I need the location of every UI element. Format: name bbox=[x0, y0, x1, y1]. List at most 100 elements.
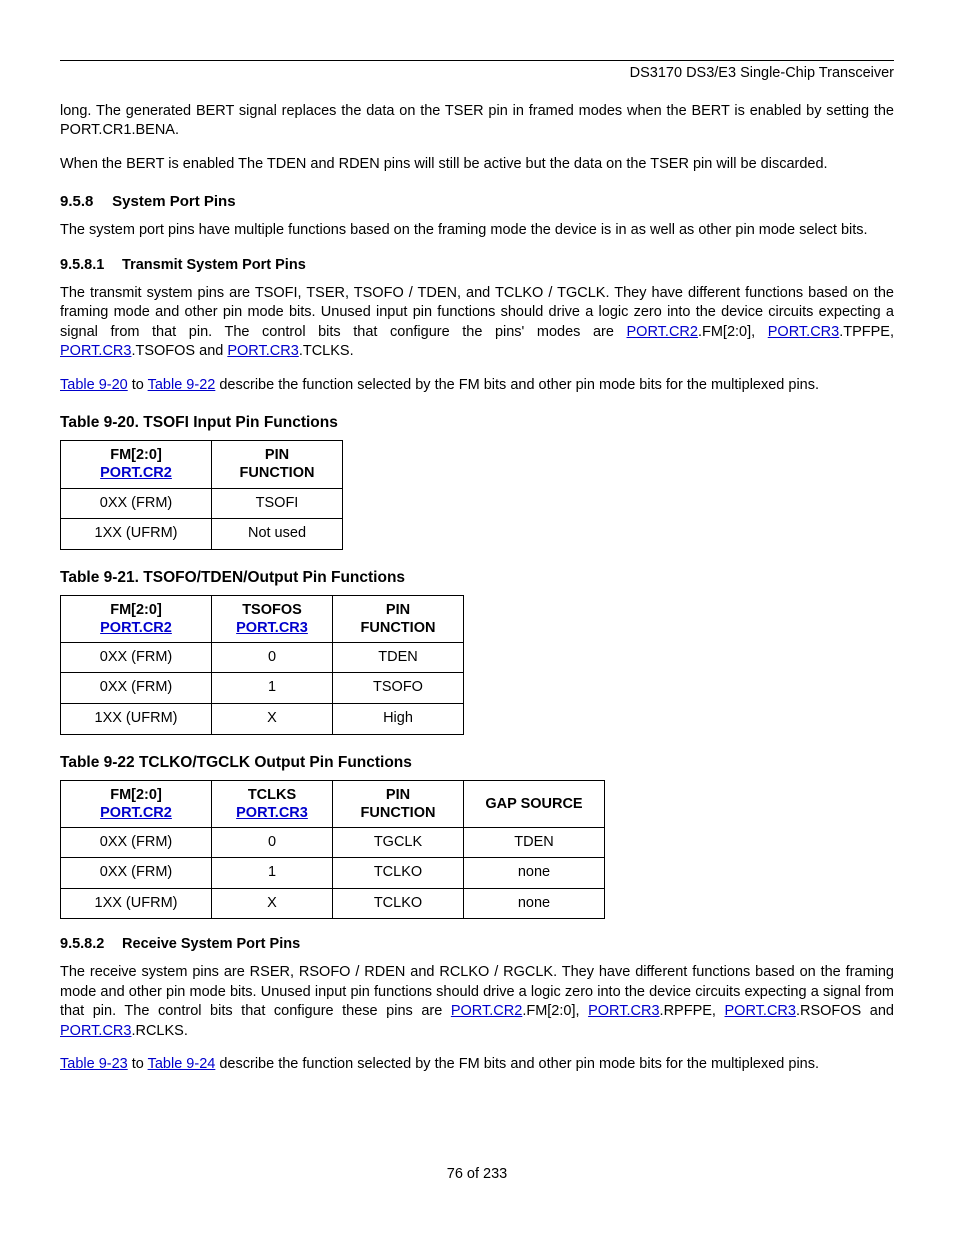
text: to bbox=[128, 377, 148, 393]
heading-number: 9.5.8.2 bbox=[60, 935, 118, 955]
text: .FM[2:0], bbox=[522, 1003, 588, 1019]
cell: 0 bbox=[212, 642, 333, 673]
th-text: FM[2:0] bbox=[110, 787, 162, 803]
text: .TSOFOS and bbox=[131, 343, 227, 359]
cell: none bbox=[464, 888, 605, 919]
cell: 0XX (FRM) bbox=[61, 673, 212, 704]
cell: TCLKO bbox=[333, 888, 464, 919]
link-table-9-24[interactable]: Table 9-24 bbox=[148, 1056, 216, 1072]
th-text: FM[2:0] bbox=[110, 602, 162, 618]
link-port-cr3[interactable]: PORT.CR3 bbox=[588, 1003, 659, 1019]
link-port-cr3[interactable]: PORT.CR3 bbox=[60, 1023, 131, 1039]
th-fm: FM[2:0] PORT.CR2 bbox=[61, 595, 212, 642]
link-table-9-20[interactable]: Table 9-20 bbox=[60, 377, 128, 393]
intro-p1: long. The generated BERT signal replaces… bbox=[60, 102, 894, 141]
sec9582-p1: The receive system pins are RSER, RSOFO … bbox=[60, 963, 894, 1041]
th-tsofos: TSOFOS PORT.CR3 bbox=[212, 595, 333, 642]
table-9-20-title: Table 9-20. TSOFI Input Pin Functions bbox=[60, 413, 894, 434]
header-title: DS3170 DS3/E3 Single-Chip Transceiver bbox=[60, 64, 894, 84]
cell: 0XX (FRM) bbox=[61, 488, 212, 519]
cell: TGCLK bbox=[333, 827, 464, 858]
sec9581-p2: Table 9-20 to Table 9-22 describe the fu… bbox=[60, 376, 894, 396]
cell: TDEN bbox=[333, 642, 464, 673]
text: .RSOFOS and bbox=[796, 1003, 894, 1019]
th-text: TCLKS bbox=[248, 787, 296, 803]
link-port-cr3[interactable]: PORT.CR3 bbox=[236, 620, 308, 636]
heading-number: 9.5.8.1 bbox=[60, 256, 118, 276]
cell: TDEN bbox=[464, 827, 605, 858]
cell: none bbox=[464, 858, 605, 889]
text: describe the function selected by the FM… bbox=[215, 377, 819, 393]
sec9581-p1: The transmit system pins are TSOFI, TSER… bbox=[60, 284, 894, 362]
cell: 1XX (UFRM) bbox=[61, 704, 212, 735]
link-table-9-22[interactable]: Table 9-22 bbox=[148, 377, 216, 393]
th-pin-function: PIN FUNCTION bbox=[212, 441, 343, 488]
th-text: FUNCTION bbox=[361, 620, 436, 636]
cell: TSOFO bbox=[333, 673, 464, 704]
link-port-cr3[interactable]: PORT.CR3 bbox=[227, 343, 298, 359]
table-row: 1XX (UFRM) X TCLKO none bbox=[61, 888, 605, 919]
th-tclks: TCLKS PORT.CR3 bbox=[212, 780, 333, 827]
text: .FM[2:0], bbox=[698, 324, 768, 340]
heading-number: 9.5.8 bbox=[60, 192, 108, 212]
cell: 0XX (FRM) bbox=[61, 642, 212, 673]
cell: 1XX (UFRM) bbox=[61, 888, 212, 919]
table-row: 1XX (UFRM) Not used bbox=[61, 519, 343, 550]
link-port-cr2[interactable]: PORT.CR2 bbox=[100, 620, 172, 636]
link-port-cr2[interactable]: PORT.CR2 bbox=[100, 465, 172, 481]
sec958-p1: The system port pins have multiple funct… bbox=[60, 221, 894, 241]
table-row: 0XX (FRM) 1 TSOFO bbox=[61, 673, 464, 704]
th-text: TSOFOS bbox=[242, 602, 302, 618]
link-port-cr3[interactable]: PORT.CR3 bbox=[768, 324, 839, 340]
text: .TCLKS. bbox=[299, 343, 354, 359]
link-port-cr3[interactable]: PORT.CR3 bbox=[60, 343, 131, 359]
th-gap-source: GAP SOURCE bbox=[464, 780, 605, 827]
table-row: 0XX (FRM) 1 TCLKO none bbox=[61, 858, 605, 889]
table-header-row: FM[2:0] PORT.CR2 PIN FUNCTION bbox=[61, 441, 343, 488]
heading-9-5-8: 9.5.8 System Port Pins bbox=[60, 192, 894, 212]
table-row: 0XX (FRM) 0 TGCLK TDEN bbox=[61, 827, 605, 858]
link-port-cr3[interactable]: PORT.CR3 bbox=[725, 1003, 796, 1019]
heading-text: Receive System Port Pins bbox=[122, 936, 300, 952]
link-port-cr2[interactable]: PORT.CR2 bbox=[627, 324, 698, 340]
table-row: 1XX (UFRM) X High bbox=[61, 704, 464, 735]
cell: 1 bbox=[212, 673, 333, 704]
heading-text: Transmit System Port Pins bbox=[122, 257, 306, 273]
table-9-21-title: Table 9-21. TSOFO/TDEN/Output Pin Functi… bbox=[60, 568, 894, 589]
table-row: 0XX (FRM) TSOFI bbox=[61, 488, 343, 519]
table-9-22: FM[2:0] PORT.CR2 TCLKS PORT.CR3 PIN FUNC… bbox=[60, 780, 605, 920]
th-text: FUNCTION bbox=[240, 465, 315, 481]
text: .TPFPE, bbox=[839, 324, 894, 340]
cell: 1XX (UFRM) bbox=[61, 519, 212, 550]
table-row: 0XX (FRM) 0 TDEN bbox=[61, 642, 464, 673]
cell: 0XX (FRM) bbox=[61, 858, 212, 889]
cell: X bbox=[212, 888, 333, 919]
th-fm: FM[2:0] PORT.CR2 bbox=[61, 780, 212, 827]
heading-9-5-8-2: 9.5.8.2 Receive System Port Pins bbox=[60, 935, 894, 955]
heading-text: System Port Pins bbox=[112, 193, 235, 210]
text: .RCLKS. bbox=[131, 1023, 187, 1039]
th-text: FM[2:0] bbox=[110, 447, 162, 463]
table-header-row: FM[2:0] PORT.CR2 TSOFOS PORT.CR3 PIN FUN… bbox=[61, 595, 464, 642]
link-table-9-23[interactable]: Table 9-23 bbox=[60, 1056, 128, 1072]
cell: 1 bbox=[212, 858, 333, 889]
cell: X bbox=[212, 704, 333, 735]
intro-p2: When the BERT is enabled The TDEN and RD… bbox=[60, 155, 894, 175]
cell: TCLKO bbox=[333, 858, 464, 889]
link-port-cr2[interactable]: PORT.CR2 bbox=[100, 805, 172, 821]
table-9-22-title: Table 9-22 TCLKO/TGCLK Output Pin Functi… bbox=[60, 753, 894, 774]
cell: TSOFI bbox=[212, 488, 343, 519]
sec9582-p2: Table 9-23 to Table 9-24 describe the fu… bbox=[60, 1055, 894, 1075]
th-text: PIN bbox=[265, 447, 289, 463]
header-rule bbox=[60, 60, 894, 61]
heading-9-5-8-1: 9.5.8.1 Transmit System Port Pins bbox=[60, 256, 894, 276]
text: to bbox=[128, 1056, 148, 1072]
cell: 0XX (FRM) bbox=[61, 827, 212, 858]
text: describe the function selected by the FM… bbox=[215, 1056, 819, 1072]
table-9-21: FM[2:0] PORT.CR2 TSOFOS PORT.CR3 PIN FUN… bbox=[60, 595, 464, 735]
th-pin-function: PIN FUNCTION bbox=[333, 780, 464, 827]
link-port-cr2[interactable]: PORT.CR2 bbox=[451, 1003, 522, 1019]
text: .RPFPE, bbox=[660, 1003, 725, 1019]
link-port-cr3[interactable]: PORT.CR3 bbox=[236, 805, 308, 821]
th-text: PIN bbox=[386, 787, 410, 803]
